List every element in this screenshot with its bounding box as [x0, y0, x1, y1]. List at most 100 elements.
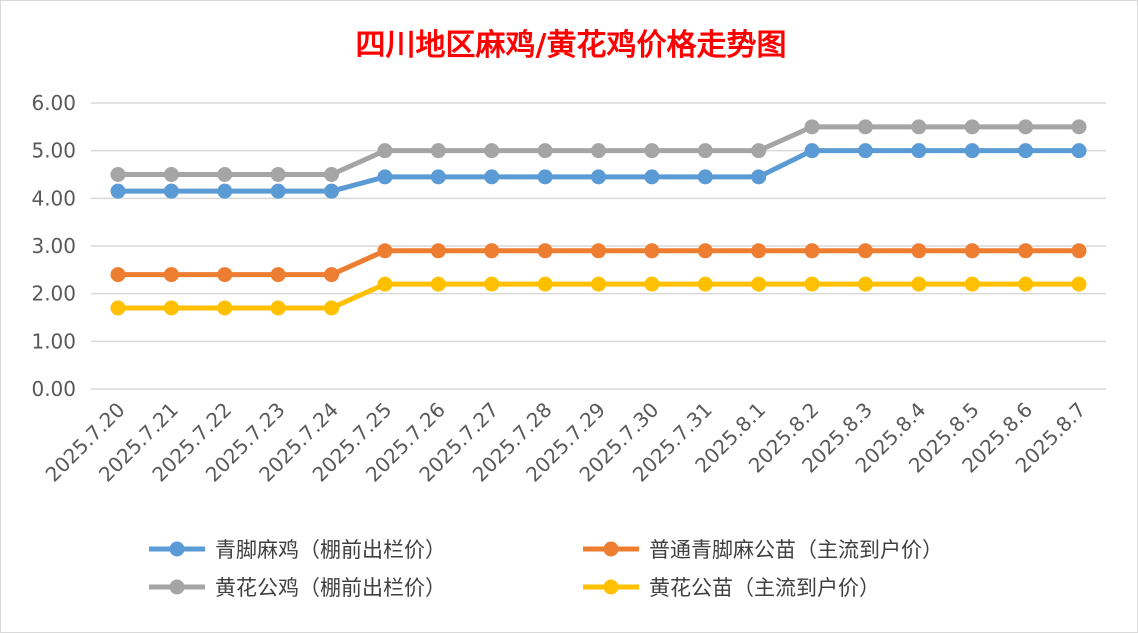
data-point — [1071, 143, 1087, 159]
data-point — [591, 276, 606, 292]
data-point — [697, 143, 713, 159]
series-3 — [110, 119, 1087, 182]
legend-swatch-marker — [603, 579, 619, 595]
series-1 — [110, 143, 1087, 199]
data-point — [324, 183, 340, 199]
data-point — [591, 169, 606, 185]
data-point — [964, 276, 980, 292]
legend-label: 黄花公鸡（棚前出栏价） — [215, 576, 446, 600]
data-point — [163, 267, 179, 283]
data-point — [324, 300, 340, 316]
legend: 青脚麻鸡（棚前出栏价） 普通青脚麻公苗（主流到户价） 黄花公鸡（棚前出栏价） 黄花公苗… — [149, 538, 943, 600]
data-point — [751, 276, 767, 292]
data-point — [857, 276, 873, 292]
data-point — [964, 119, 980, 135]
data-point — [163, 300, 179, 316]
data-point — [804, 119, 820, 135]
data-point — [324, 267, 340, 283]
legend-swatch-marker — [169, 579, 185, 595]
y-tick-label: 2.00 — [31, 282, 76, 306]
data-point — [537, 276, 553, 292]
legend-item: 黄花公鸡（棚前出栏价） — [149, 576, 446, 600]
data-point — [110, 267, 126, 283]
data-point — [857, 143, 873, 159]
legend-item: 普通青脚麻公苗（主流到户价） — [583, 538, 943, 562]
data-point — [377, 276, 393, 292]
data-point — [377, 243, 393, 259]
data-point — [751, 169, 767, 185]
data-point — [110, 183, 126, 199]
data-point — [110, 167, 126, 182]
data-point — [911, 143, 927, 159]
data-point — [430, 143, 446, 159]
data-point — [911, 119, 927, 135]
legend-label: 黄花公苗（主流到户价） — [649, 576, 880, 600]
data-point — [430, 243, 446, 259]
data-point — [484, 276, 500, 292]
chart-title: 四川地区麻鸡/黄花鸡价格走势图 — [356, 28, 787, 63]
data-point — [857, 119, 873, 135]
legend-item: 青脚麻鸡（棚前出栏价） — [149, 538, 446, 562]
data-point — [537, 169, 553, 185]
data-point — [857, 243, 873, 259]
data-point — [644, 276, 660, 292]
data-point — [1071, 243, 1087, 259]
data-point — [804, 243, 820, 259]
data-point — [270, 300, 286, 316]
data-point — [911, 243, 927, 259]
data-point — [484, 143, 500, 159]
data-point — [537, 143, 553, 159]
legend-item: 黄花公苗（主流到户价） — [583, 576, 880, 600]
y-tick-label: 3.00 — [31, 234, 76, 258]
data-point — [591, 143, 606, 159]
data-point — [644, 143, 660, 159]
y-tick-label: 0.00 — [31, 377, 76, 401]
data-point — [1071, 276, 1087, 292]
data-point — [377, 169, 393, 185]
data-point — [697, 243, 713, 259]
data-point — [911, 276, 927, 292]
data-point — [377, 143, 393, 159]
data-point — [804, 276, 820, 292]
data-point — [537, 243, 553, 259]
data-point — [804, 143, 820, 159]
y-tick-label: 4.00 — [31, 186, 76, 210]
data-point — [751, 243, 767, 259]
data-point — [430, 276, 446, 292]
series-layer — [110, 119, 1087, 316]
data-point — [430, 169, 446, 185]
y-tick-label: 6.00 — [31, 91, 76, 115]
data-point — [484, 243, 500, 259]
data-point — [1018, 243, 1034, 259]
data-point — [964, 143, 980, 159]
data-point — [591, 243, 606, 259]
data-point — [1018, 143, 1034, 159]
x-axis-ticks: 2025.7.202025.7.212025.7.222025.7.232025… — [41, 398, 1091, 487]
data-point — [110, 300, 126, 316]
data-point — [270, 267, 286, 283]
data-point — [1071, 119, 1087, 135]
data-point — [270, 183, 286, 199]
data-point — [217, 267, 233, 283]
data-point — [751, 143, 767, 159]
data-point — [324, 167, 340, 182]
data-point — [1018, 119, 1034, 135]
series-4 — [110, 276, 1087, 316]
data-point — [270, 167, 286, 182]
data-point — [697, 276, 713, 292]
y-axis-ticks: 0.00 1.00 2.00 3.00 4.00 5.00 6.00 — [31, 91, 76, 401]
legend-label: 青脚麻鸡（棚前出栏价） — [215, 538, 446, 562]
data-point — [644, 243, 660, 259]
y-tick-label: 5.00 — [31, 139, 76, 163]
y-tick-label: 1.00 — [31, 329, 76, 353]
data-point — [964, 243, 980, 259]
data-point — [644, 169, 660, 185]
data-point — [1018, 276, 1034, 292]
data-point — [217, 300, 233, 316]
legend-label: 普通青脚麻公苗（主流到户价） — [649, 538, 943, 562]
data-point — [484, 169, 500, 185]
data-point — [163, 167, 179, 182]
data-point — [163, 183, 179, 199]
